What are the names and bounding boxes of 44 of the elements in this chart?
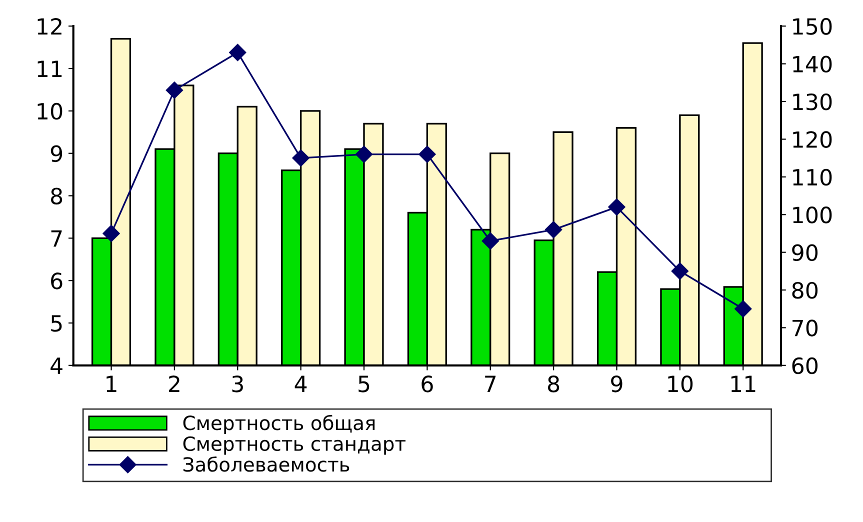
point xyxy=(671,262,688,280)
x-tick-label: 8 xyxy=(548,376,560,392)
y2-tick-label: 140 xyxy=(793,56,832,73)
x-tick-label: 6 xyxy=(422,376,433,392)
x-tick-label: 7 xyxy=(485,376,496,392)
y-tick-label: 5 xyxy=(51,315,62,332)
y-tick-label: 8 xyxy=(51,188,62,205)
legend-label: Смертность стандарт xyxy=(183,436,406,455)
y-tick-label: 10 xyxy=(38,102,62,120)
point xyxy=(292,150,310,167)
y2-tick-label: 120 xyxy=(793,131,832,148)
y-tick-label: 6 xyxy=(51,272,62,290)
y2-tick-label: 100 xyxy=(793,206,832,224)
x-tick-label: 3 xyxy=(232,376,243,392)
y2-tick-label: 90 xyxy=(792,244,818,262)
point xyxy=(545,221,562,238)
x-tick-label: 10 xyxy=(668,376,693,392)
point xyxy=(166,82,183,99)
point xyxy=(229,44,246,62)
point xyxy=(355,146,373,163)
x-tick-label: 5 xyxy=(358,376,370,392)
y-tick-label: 4 xyxy=(50,358,62,374)
x-tick-label: 4 xyxy=(294,376,307,392)
y-tick-label: 9 xyxy=(50,145,62,162)
y2-tick-label: 80 xyxy=(792,282,818,299)
y2-tick-label: 150 xyxy=(793,18,832,35)
y2-tick-label: 110 xyxy=(793,168,832,186)
x-tick-label: 2 xyxy=(169,376,180,392)
x-tick-label: 11 xyxy=(731,376,756,392)
point xyxy=(102,224,120,242)
point xyxy=(734,300,752,318)
y2-tick-label: 70 xyxy=(792,320,818,336)
y-tick-label: 7 xyxy=(51,230,62,247)
point xyxy=(418,146,436,163)
legend-label: Заболеваемость xyxy=(184,456,350,472)
y2-tick-label: 130 xyxy=(793,93,832,110)
point xyxy=(482,232,499,250)
y-tick-label: 11 xyxy=(38,60,62,77)
legend-label: Смертность общая xyxy=(183,414,375,434)
point xyxy=(608,198,626,216)
x-tick-label: 1 xyxy=(106,376,116,392)
y-tick-label: 12 xyxy=(38,18,62,35)
x-tick-label: 9 xyxy=(611,376,622,392)
y2-tick-label: 60 xyxy=(792,357,818,374)
